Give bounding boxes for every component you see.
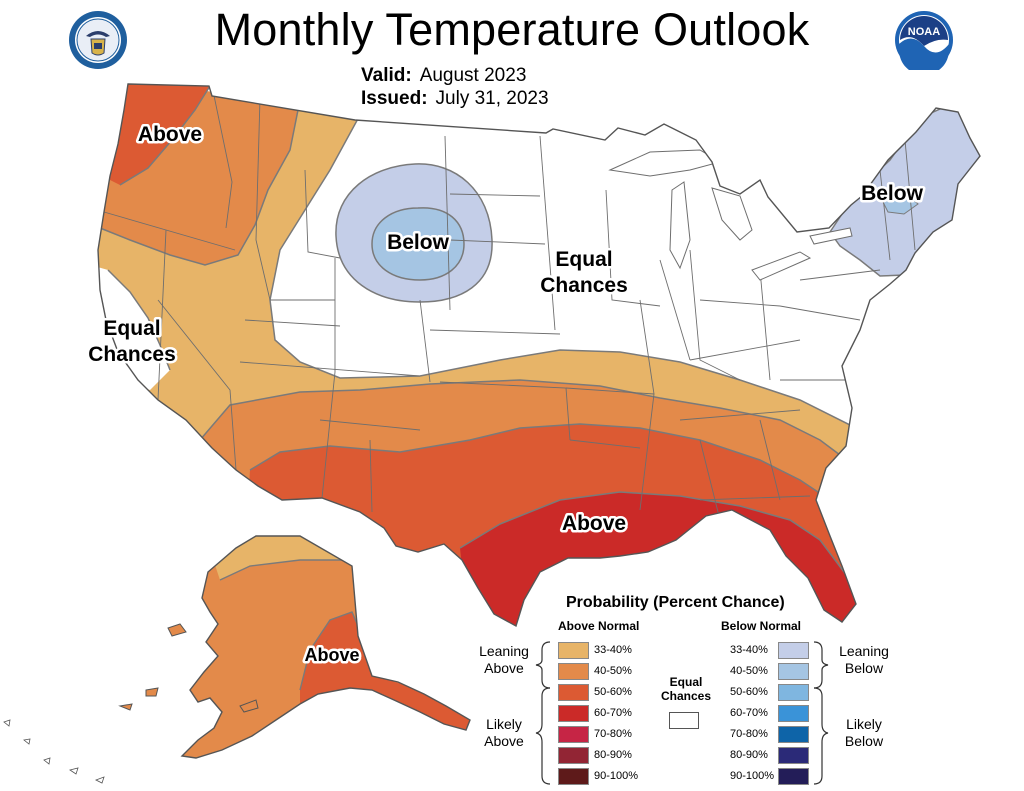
- valid-value: August 2023: [419, 65, 527, 86]
- likely-above-line1: Likely: [486, 716, 522, 732]
- swatch-equal-chances: [669, 712, 699, 729]
- aleutian-islands: [3, 719, 105, 784]
- swatch-below-40-50: [778, 663, 809, 680]
- label-above-gulf: Above: [562, 512, 626, 535]
- brace-likely-below: [813, 687, 829, 785]
- range-below-70-80: 70-80%: [730, 728, 768, 740]
- valid-label: Valid:: [361, 65, 412, 86]
- label-above-northwest: Above: [138, 123, 202, 146]
- alaska-islands: [118, 623, 259, 713]
- legend-likely-above: Likely Above: [473, 716, 535, 750]
- legend-equal-chances: Equal Chances: [652, 675, 720, 703]
- swatch-below-70-80: [778, 726, 809, 743]
- range-below-33-40: 33-40%: [730, 644, 768, 656]
- range-above-50-60: 50-60%: [594, 686, 632, 698]
- legend-leaning-above: Leaning Above: [473, 643, 535, 677]
- likely-below-line1: Likely: [846, 716, 882, 732]
- valid-line: Valid: August 2023: [361, 65, 526, 87]
- state-boundaries: [103, 85, 916, 521]
- issued-value: July 31, 2023: [435, 88, 549, 109]
- range-below-90-100: 90-100%: [730, 770, 775, 782]
- map-title: Monthly Temperature Outlook: [214, 4, 810, 55]
- swatch-below-33-40: [778, 642, 809, 659]
- brace-likely-above: [535, 687, 551, 785]
- leaning-below-line1: Leaning: [839, 643, 889, 659]
- label-below-northeast: Below: [861, 182, 924, 205]
- noaa-logo-icon: NOAA: [895, 11, 953, 70]
- range-below-80-90: 80-90%: [730, 749, 768, 761]
- swatch-above-33-40: [558, 642, 589, 659]
- commerce-seal-icon: [69, 11, 127, 69]
- leaning-above-line2: Above: [484, 660, 524, 676]
- lake-huron: [711, 187, 753, 241]
- probability-contours: [99, 85, 861, 581]
- brace-leaning-above: [535, 641, 551, 689]
- leaning-above-line1: Leaning: [479, 643, 529, 659]
- label-below-rockies: Below: [387, 231, 450, 254]
- swatch-above-90-100: [558, 768, 589, 785]
- range-above-33-40: 33-40%: [594, 644, 632, 656]
- rockies-below-40-50-area: [371, 207, 465, 281]
- leaning-below-line2: Below: [844, 660, 884, 676]
- alaska-above-33-40-area: [200, 536, 370, 580]
- label-equal-central-line1: Equal: [555, 248, 612, 271]
- swatch-below-50-60: [778, 684, 809, 701]
- swatch-below-90-100: [778, 768, 809, 785]
- legend-leaning-below: Leaning Below: [833, 643, 895, 677]
- range-above-90-100: 90-100%: [594, 770, 639, 782]
- range-below-50-60: 50-60%: [730, 686, 768, 698]
- issued-line: Issued: July 31, 2023: [361, 88, 549, 110]
- swatch-above-70-80: [558, 726, 589, 743]
- brace-leaning-below: [813, 641, 829, 689]
- legend-title: Probability (Percent Chance): [566, 594, 785, 611]
- range-above-60-70: 60-70%: [594, 707, 632, 719]
- swatch-above-50-60: [558, 684, 589, 701]
- lake-ontario: [809, 227, 853, 245]
- range-above-80-90: 80-90%: [594, 749, 632, 761]
- legend-below-header: Below Normal: [721, 619, 802, 633]
- range-below-60-70: 60-70%: [730, 707, 768, 719]
- map-labels: Above Below Below Equal Chances Equal Ch…: [86, 121, 926, 668]
- range-above-40-50: 40-50%: [594, 665, 632, 677]
- swatch-below-60-70: [778, 705, 809, 722]
- lake-michigan: [669, 181, 691, 270]
- noaa-logo-text: NOAA: [908, 26, 940, 38]
- swatch-above-60-70: [558, 705, 589, 722]
- likely-above-line2: Above: [484, 733, 524, 749]
- swatch-below-80-90: [778, 747, 809, 764]
- label-equal-central-line2: Chances: [540, 274, 628, 297]
- legend-above-header: Above Normal: [558, 619, 640, 633]
- lake-erie: [751, 251, 812, 281]
- legend-likely-below: Likely Below: [833, 716, 895, 750]
- legend-equal-line2: Chances: [660, 689, 712, 703]
- likely-below-line2: Below: [844, 733, 884, 749]
- swatch-above-80-90: [558, 747, 589, 764]
- label-above-alaska: Above: [304, 645, 359, 665]
- issued-label: Issued:: [361, 88, 428, 109]
- label-equal-west-line1: Equal: [103, 317, 160, 340]
- legend-equal-line1: Equal: [669, 675, 703, 689]
- label-equal-west-line2: Chances: [88, 343, 176, 366]
- swatch-above-40-50: [558, 663, 589, 680]
- range-above-70-80: 70-80%: [594, 728, 632, 740]
- range-below-40-50: 40-50%: [730, 665, 768, 677]
